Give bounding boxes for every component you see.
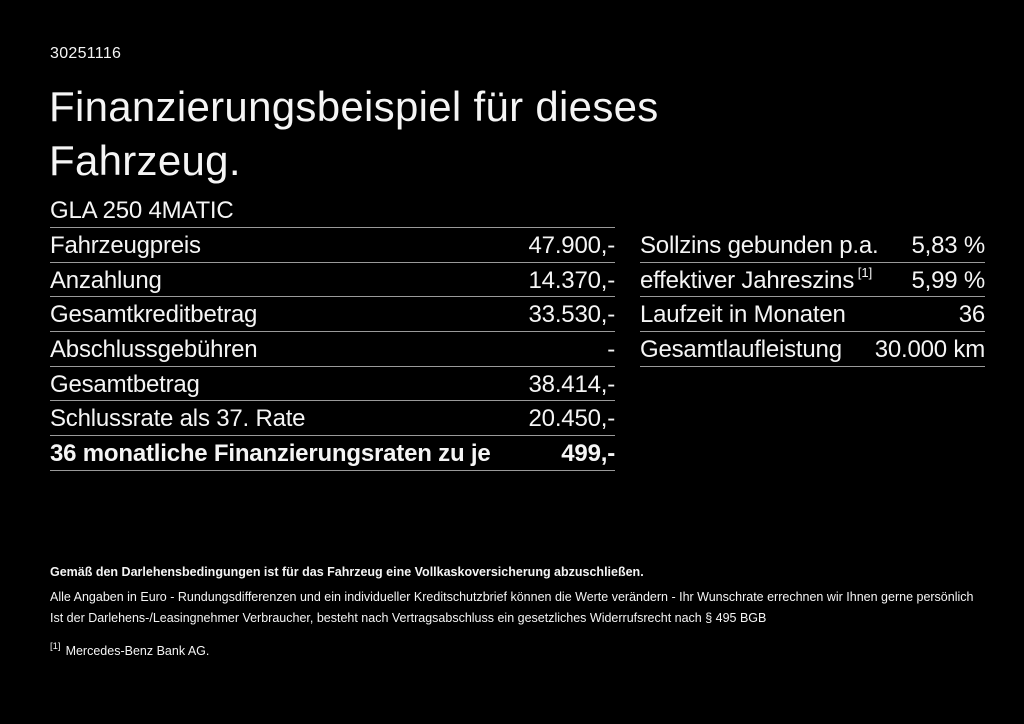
financing-row: 36 monatliche Finanzierungsraten zu je 49… [50,436,615,471]
financing-row: Schlussrate als 37. Rate 20.450,- [50,401,616,437]
vehicle-model-header: GLA 250 4MATIC [50,199,615,228]
condition-row: Gesamtlaufleistung 30.000 km [640,332,985,367]
insurance-note: Gemäß den Darlehensbedingungen ist für d… [50,565,644,579]
legal-footer: Gemäß den Darlehensbedingungen ist für d… [50,565,990,662]
page-title: Finanzierungsbeispiel für dieses Fahrzeu… [49,83,659,184]
row-value: 36 [958,301,985,329]
row-value: 5,83 % [911,231,985,259]
row-label: Gesamtbetrag [50,370,200,398]
row-value: 5,99 % [911,266,985,294]
tables-container: GLA 250 4MATIC Fahrzeugpreis 47.900,- Anza… [50,199,985,471]
condition-row: Laufzeit in Monaten 36 [640,297,985,333]
disclaimer-line-2: Ist der Darlehens-/Leasingnehmer Verbrau… [50,611,767,625]
row-label: effektiver Jahreszins [1] [640,264,873,294]
document-number: 30251116 [50,45,122,62]
financing-rows: Fahrzeugpreis 47.900,- Anzahlung 14.370,- Ge… [50,228,615,471]
row-label: Laufzeit in Monaten [640,301,846,329]
footnote-text: Mercedes-Benz Bank AG. [65,644,210,658]
financing-row: Fahrzeugpreis 47.900,- [50,228,615,263]
row-value: - [607,335,615,363]
financing-row: Gesamtbetrag 38.414,- [50,367,615,402]
footnote: [1] Mercedes-Benz Bank AG. [50,641,990,662]
row-value: 38.414,- [528,370,616,398]
row-label: 36 monatliche Finanzierungsraten zu je [50,439,491,467]
row-value: 14.370,- [528,266,616,294]
row-value: 20.450,- [528,405,616,433]
financing-row: Gesamtkreditbetrag 33.530,- [50,297,616,333]
financing-row: Anzahlung 14.370,- [50,263,615,298]
row-value: 499,- [561,439,615,467]
condition-row: Sollzins gebunden p.a. 5,83 % [640,228,985,263]
conditions-table: Sollzins gebunden p.a. 5,83 % effektiver J… [640,199,985,367]
row-label: Anzahlung [50,266,162,294]
row-value: 33.530,- [528,301,616,329]
row-label: Abschlussgebühren [50,335,258,363]
row-value: 47.900,- [528,231,616,259]
row-label: Sollzins gebunden p.a. [640,231,879,259]
row-label: Fahrzeugpreis [50,231,201,259]
row-label: Gesamtlaufleistung [640,335,842,363]
disclaimer-line-1: Alle Angaben in Euro - Rundungsdifferenz… [50,590,974,604]
row-label: Schlussrate als 37. Rate [50,405,306,433]
row-label: Gesamtkreditbetrag [50,301,258,329]
footnote-reference: [1] [854,264,873,280]
condition-rows: Sollzins gebunden p.a. 5,83 % effektiver J… [640,228,985,367]
financing-table: GLA 250 4MATIC Fahrzeugpreis 47.900,- Anza… [50,199,615,471]
financing-row: Abschlussgebühren - [50,332,615,367]
row-value: 30.000 km [874,335,985,363]
condition-row: effektiver Jahreszins [1] 5,99 % [640,263,985,298]
footnote-marker: [1] [50,640,61,652]
